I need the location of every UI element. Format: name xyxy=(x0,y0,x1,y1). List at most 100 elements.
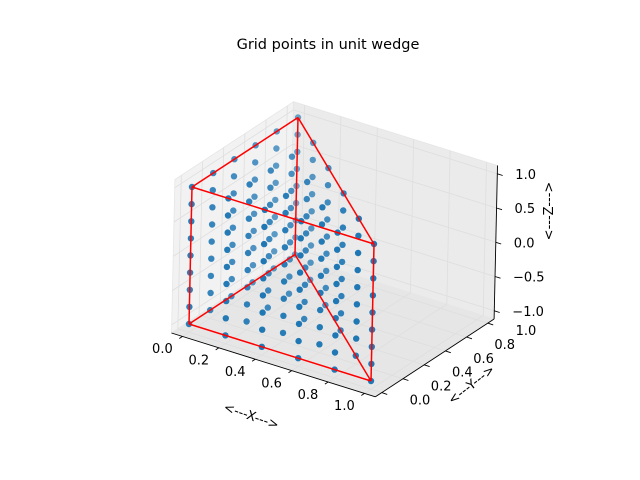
data-point xyxy=(223,297,230,305)
z-tick-label: 0.0 xyxy=(514,236,535,251)
data-point xyxy=(228,275,235,283)
data-point xyxy=(244,249,252,257)
x-tick-label: 0.8 xyxy=(298,388,319,403)
gridline-z-back xyxy=(291,178,496,243)
data-point xyxy=(243,318,250,325)
data-point xyxy=(286,239,294,246)
data-point xyxy=(260,258,267,265)
data-point xyxy=(354,284,361,291)
data-point xyxy=(307,259,314,266)
data-point xyxy=(245,232,252,240)
data-point xyxy=(331,349,339,356)
chart-title: Grid points in unit wedge xyxy=(237,37,420,53)
x-tick xyxy=(324,381,329,385)
data-point xyxy=(340,207,347,214)
data-point xyxy=(309,173,316,181)
data-point xyxy=(207,289,214,297)
data-point xyxy=(272,196,279,204)
z-tick-label: 1.0 xyxy=(515,168,536,183)
data-point xyxy=(250,227,257,235)
data-point xyxy=(317,306,324,314)
z-axis-label: <---Z---> xyxy=(542,182,557,241)
data-point xyxy=(280,278,288,285)
x-axis-label: <---X---> xyxy=(221,400,280,433)
data-point xyxy=(273,145,280,152)
data-point xyxy=(354,266,361,274)
data-point xyxy=(333,280,340,288)
wedge-outline xyxy=(188,116,375,382)
y-tick xyxy=(423,364,430,368)
gridline-z-side xyxy=(173,143,293,223)
data-point xyxy=(353,301,361,308)
data-point xyxy=(309,156,316,164)
data-point xyxy=(333,263,341,271)
gridline-x-floor xyxy=(364,315,484,394)
data-point xyxy=(303,213,310,220)
gridline-z-side xyxy=(172,212,292,291)
data-point xyxy=(208,238,215,245)
data-point xyxy=(230,207,237,214)
data-point xyxy=(287,204,295,212)
gridline-x-floor xyxy=(182,258,302,337)
data-point xyxy=(323,250,330,257)
data-point xyxy=(271,248,278,255)
data-point xyxy=(281,244,289,251)
z-tick xyxy=(497,173,503,176)
data-point xyxy=(316,341,323,348)
data-point xyxy=(208,221,216,228)
data-point xyxy=(319,204,326,211)
y-tick xyxy=(381,392,388,395)
data-point xyxy=(266,201,274,208)
data-point xyxy=(285,290,293,297)
y-tick-label: 0.8 xyxy=(494,338,515,353)
data-point xyxy=(338,292,345,300)
x-tick-label: 0.4 xyxy=(225,365,246,380)
data-point xyxy=(259,309,266,316)
data-point xyxy=(266,218,273,226)
data-point xyxy=(245,215,253,222)
data-point xyxy=(244,266,251,274)
axis-lines xyxy=(171,165,503,398)
data-point xyxy=(282,192,290,200)
data-point xyxy=(287,222,294,229)
gridline-x-floor xyxy=(218,269,338,349)
data-point xyxy=(288,170,295,177)
data-point xyxy=(282,227,289,234)
data-point xyxy=(265,287,272,294)
data-point xyxy=(271,231,278,238)
data-point xyxy=(338,258,346,266)
data-point xyxy=(302,247,309,254)
gridline-y-floor xyxy=(283,258,488,324)
x-tick-label: 0.2 xyxy=(188,354,209,369)
gridline-z-back xyxy=(292,143,497,209)
gridline-z-side xyxy=(174,109,294,189)
data-point xyxy=(280,312,287,319)
data-point xyxy=(303,195,310,203)
z-tick xyxy=(496,207,503,211)
data-point xyxy=(250,244,257,252)
data-point xyxy=(353,335,360,342)
x-tick xyxy=(215,347,220,351)
gridline-y-floor xyxy=(198,314,404,380)
y-tick-label: 0.2 xyxy=(431,380,452,395)
gridline-y-floor xyxy=(220,300,425,366)
data-point xyxy=(209,204,216,211)
outline-edge xyxy=(188,253,296,325)
x-tick-label: 1.0 xyxy=(334,399,355,414)
data-point xyxy=(295,337,302,345)
data-point xyxy=(223,263,231,271)
x-tick-label: 0.0 xyxy=(152,342,173,357)
data-point xyxy=(265,270,272,277)
data-point xyxy=(295,320,303,328)
data-point xyxy=(279,329,287,337)
data-point xyxy=(354,249,362,257)
data-point xyxy=(223,280,230,288)
x-tick xyxy=(251,358,256,362)
gridlines xyxy=(171,105,498,394)
data-point xyxy=(297,252,304,259)
x-tick xyxy=(288,370,292,374)
data-point xyxy=(296,269,304,276)
outline-edge xyxy=(188,323,372,382)
z-tick xyxy=(495,241,502,245)
data-point xyxy=(280,295,287,302)
